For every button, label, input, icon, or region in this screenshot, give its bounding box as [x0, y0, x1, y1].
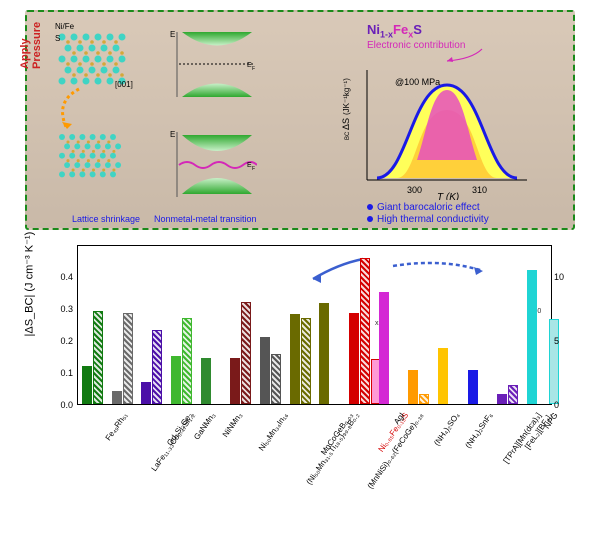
bar-hatched	[241, 302, 251, 404]
bar-hatched	[182, 318, 192, 404]
svg-text:300: 300	[407, 185, 422, 195]
band-diagram-before: E EF	[167, 27, 257, 102]
bullet-giant-bce: Giant barocaloric effect	[367, 202, 480, 213]
bullet-thermal-cond: High thermal conductivity	[367, 214, 489, 225]
x-category-label: NiNMn₃	[220, 411, 243, 439]
bar-solid	[112, 391, 122, 404]
apply-pressure-label: Apply Pressure	[19, 0, 43, 69]
lattice-label-nife: Ni/Fe	[55, 22, 74, 31]
bar-hatched	[271, 354, 281, 404]
bar-solid	[349, 313, 359, 404]
bar-solid	[319, 303, 329, 404]
svg-text:310: 310	[472, 185, 487, 195]
left-indicator-arrow	[308, 254, 368, 284]
bar-hatched	[508, 385, 518, 404]
bar-solid	[230, 358, 240, 404]
label-lattice-shrinkage: Lattice shrinkage	[72, 214, 140, 224]
comparison-bar-chart: |ΔS_BC| (J cm⁻³ K⁻¹) 0.00.10.20.30.4 x25…	[25, 240, 580, 530]
bar-solid	[379, 292, 389, 404]
bar-solid	[201, 358, 211, 404]
curve-x-label: T (K)	[437, 192, 459, 200]
lattice-label-001: [001]	[115, 80, 133, 89]
lattice-after	[52, 127, 132, 197]
x-category-label: Gd₅Si₂Ge₂	[165, 411, 194, 447]
bar-solid	[408, 370, 418, 404]
bar-hatched	[152, 330, 162, 404]
svg-text:E: E	[170, 30, 175, 39]
band-diagram-after: E EF	[167, 127, 257, 202]
curve-y-label: ΔS	[341, 118, 351, 130]
schematic-panel: Ni/Fe S [001] E EF E	[25, 10, 575, 230]
bar-hatched	[123, 313, 133, 404]
entropy-curve-plot: @100 MPa 300 310 T (K) ΔS BC (JK⁻¹kg⁻¹)	[337, 60, 537, 200]
svg-text:(JK⁻¹kg⁻¹): (JK⁻¹kg⁻¹)	[342, 78, 351, 115]
plot-area: x25 x50	[77, 245, 552, 405]
bar-solid	[527, 270, 537, 404]
bar-hatched	[93, 311, 103, 404]
y-axis-left: |ΔS_BC| (J cm⁻³ K⁻¹) 0.00.10.20.30.4	[25, 245, 75, 405]
pressure-arrow	[49, 87, 89, 132]
x-category-label: (NH₄)₂SO₄	[433, 411, 462, 447]
x-category-label: (Ni₅₀Mn₃₁.₅Ti₁₈.₅)₉₉.₈B₀.₂	[304, 411, 360, 486]
lattice-label-s: S	[55, 34, 60, 43]
bar-solid	[438, 348, 448, 404]
x-category-label: Ni₅₀Mn₃₄In₁₆	[257, 411, 290, 452]
bar-solid	[468, 370, 478, 404]
bar-solid	[260, 337, 270, 404]
bar-solid	[497, 394, 507, 404]
bar-solid	[171, 356, 181, 404]
x-category-label: Fe₄₉Rh₅₁	[103, 411, 129, 442]
bar-solid	[141, 382, 151, 404]
label-nonmetal-transition: Nonmetal-metal transition	[154, 214, 257, 224]
bar-solid	[290, 314, 300, 404]
right-indicator-arrow	[388, 254, 488, 276]
bar-solid	[82, 366, 92, 404]
svg-text:F: F	[252, 166, 255, 172]
y-axis-right: κ (W m⁻¹ K⁻¹) 0510	[552, 245, 580, 405]
pressure-note: @100 MPa	[395, 77, 440, 87]
x-category-label: (NH₄)₂SnF₆	[464, 411, 495, 450]
bar-hatched	[419, 394, 429, 404]
svg-text:E: E	[170, 130, 175, 139]
bar-hatched	[301, 318, 311, 404]
svg-text:BC: BC	[345, 131, 351, 140]
bar-hatched	[360, 258, 370, 404]
y-left-label: |ΔS_BC| (J cm⁻³ K⁻¹)	[23, 232, 36, 337]
x-axis-labels: Fe₄₉Rh₅₁LaFe₁₁.₃₃Co₀.₄₇Si₁.₂Gd₅Si₂Ge₂GaN…	[77, 408, 552, 523]
svg-text:F: F	[252, 66, 255, 72]
compound-title: Ni1-xFexS	[367, 22, 422, 40]
